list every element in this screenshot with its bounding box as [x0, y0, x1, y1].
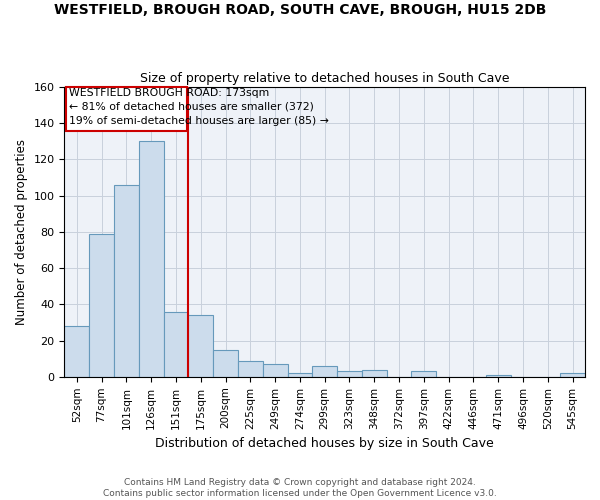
- Text: WESTFIELD, BROUGH ROAD, SOUTH CAVE, BROUGH, HU15 2DB: WESTFIELD, BROUGH ROAD, SOUTH CAVE, BROU…: [54, 2, 546, 16]
- Bar: [362, 370, 386, 377]
- Bar: [560, 373, 585, 377]
- Bar: [64, 326, 89, 377]
- Bar: [139, 142, 164, 377]
- Bar: [337, 372, 362, 377]
- Bar: [213, 350, 238, 377]
- Bar: [263, 364, 287, 377]
- Text: Contains HM Land Registry data © Crown copyright and database right 2024.
Contai: Contains HM Land Registry data © Crown c…: [103, 478, 497, 498]
- Y-axis label: Number of detached properties: Number of detached properties: [15, 139, 28, 325]
- FancyBboxPatch shape: [65, 87, 187, 130]
- X-axis label: Distribution of detached houses by size in South Cave: Distribution of detached houses by size …: [155, 437, 494, 450]
- Text: WESTFIELD BROUGH ROAD: 173sqm
← 81% of detached houses are smaller (372)
19% of : WESTFIELD BROUGH ROAD: 173sqm ← 81% of d…: [70, 88, 329, 126]
- Bar: [89, 234, 114, 377]
- Title: Size of property relative to detached houses in South Cave: Size of property relative to detached ho…: [140, 72, 509, 85]
- Bar: [287, 373, 313, 377]
- Bar: [238, 360, 263, 377]
- Bar: [114, 185, 139, 377]
- Bar: [188, 315, 213, 377]
- Bar: [313, 366, 337, 377]
- Bar: [164, 312, 188, 377]
- Bar: [486, 375, 511, 377]
- Bar: [412, 372, 436, 377]
